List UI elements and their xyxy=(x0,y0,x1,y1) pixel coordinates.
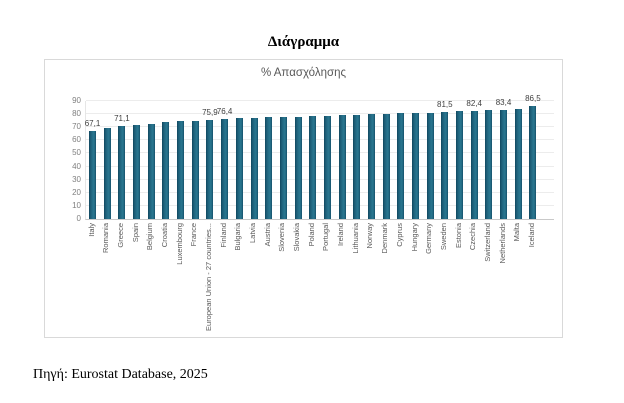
bar-italy xyxy=(89,131,96,219)
bar-lithuania xyxy=(353,114,361,219)
x-tick-label: Italy xyxy=(86,223,96,237)
x-tick-label: Greece xyxy=(115,223,125,248)
x-tick-label: Luxembourg xyxy=(174,223,184,265)
bar-finland xyxy=(221,118,229,219)
bar-denmark xyxy=(382,113,390,219)
x-tick-label: Bulgaria xyxy=(233,223,243,251)
x-tick-label: Norway xyxy=(365,223,375,249)
bar-estonia xyxy=(456,111,463,219)
x-tick-label: Sweden xyxy=(438,223,448,251)
bar-croatia xyxy=(162,122,170,219)
x-tick-label: Belgium xyxy=(145,223,155,251)
x-tick-label: Estonia xyxy=(453,223,463,249)
bar-hungary xyxy=(412,112,419,219)
x-tick-label: Spain xyxy=(130,223,140,243)
bar-iceland xyxy=(529,105,537,219)
bar-czechia xyxy=(470,111,478,219)
bar-belgium xyxy=(147,124,155,219)
gridline xyxy=(86,139,554,141)
x-tick-label: Ireland xyxy=(336,223,346,246)
x-tick-label: Germany xyxy=(424,223,434,254)
bar-bulgaria xyxy=(235,118,243,219)
bar-value-label: 76,4 xyxy=(216,106,233,116)
bar-slovakia xyxy=(294,116,302,219)
bar-slovenia xyxy=(279,116,287,219)
chart-container: % Απασχόλησης 0 10 20 30 40 50 60 70 80 90 67,1 71… xyxy=(44,59,563,338)
gridline xyxy=(86,113,554,115)
x-axis-labels: Italy Romania Greece Spain Belgium Croatia Lux… xyxy=(45,60,562,337)
bar-spain xyxy=(133,125,140,219)
bar-luxembourg xyxy=(177,121,185,219)
bar-portugal xyxy=(323,115,331,219)
plot-area: 67,1 71,1 75,9 76,4 81,5 82,4 83,4 86,5 xyxy=(85,94,554,220)
bar-greece xyxy=(118,125,126,219)
bar-germany xyxy=(426,112,434,219)
bar-value-label: 82,4 xyxy=(466,99,482,108)
y-tick-label: 50 xyxy=(72,148,81,158)
y-tick-label: 90 xyxy=(72,96,81,105)
x-tick-label: Romania xyxy=(101,223,111,254)
gridline xyxy=(86,152,554,154)
x-tick-label: Malta xyxy=(512,223,522,242)
gridline xyxy=(86,204,554,206)
x-tick-label: Switzerland xyxy=(482,223,492,262)
bar-value-label: 75,9 xyxy=(202,107,218,117)
gridline xyxy=(86,100,554,101)
bar-netherlands xyxy=(500,109,507,219)
bar-sweden xyxy=(441,112,449,219)
bar-norway xyxy=(367,114,375,219)
x-tick-label: Slovakia xyxy=(292,223,301,252)
bar-malta xyxy=(514,108,522,219)
bar-switzerland xyxy=(485,110,493,219)
y-tick-label: 60 xyxy=(72,135,81,145)
x-tick-label: Lithuania xyxy=(350,223,360,254)
bar-value-label: 86,5 xyxy=(525,93,541,103)
bar-austria xyxy=(265,117,273,219)
bar-romania xyxy=(103,127,111,219)
x-tick-label: Czechia xyxy=(468,223,478,251)
bar-value-label: 71,1 xyxy=(114,113,130,123)
bar-ireland xyxy=(338,114,346,219)
x-tick-label: Iceland xyxy=(526,223,536,248)
gridline xyxy=(86,126,554,128)
chart-subtitle: % Απασχόλησης xyxy=(260,67,347,79)
y-tick-label: 30 xyxy=(72,174,81,184)
y-tick-label: 10 xyxy=(72,200,81,210)
bar-value-label: 67,1 xyxy=(84,119,101,128)
x-tick-label: Portugal xyxy=(321,223,331,251)
gridline xyxy=(86,178,554,180)
y-tick-label: 70 xyxy=(72,122,81,132)
source-caption: Πηγή: Eurostat Database, 2025 xyxy=(33,367,208,382)
bar-poland xyxy=(309,116,317,219)
x-tick-label: France xyxy=(189,223,199,247)
bar-value-label: 81,5 xyxy=(437,100,453,110)
bar-european-union-27-countries xyxy=(206,119,214,219)
x-tick-label: European Union - 27 countries... xyxy=(203,223,213,331)
bar-latvia xyxy=(250,117,258,219)
x-tick-label: Denmark xyxy=(380,223,390,254)
y-tick-label: 20 xyxy=(72,187,81,197)
y-tick-label: 40 xyxy=(72,161,81,171)
x-tick-label: Cyprus xyxy=(394,223,404,247)
x-tick-label: Latvia xyxy=(248,223,257,244)
gridline xyxy=(86,191,554,193)
bar-value-label: 83,4 xyxy=(495,97,512,107)
x-tick-label: Netherlands xyxy=(497,223,507,264)
x-tick-label: Austria xyxy=(262,223,272,247)
y-tick-label: 0 xyxy=(76,214,81,223)
gridline xyxy=(86,165,554,167)
chart-title: Διάγραμμα xyxy=(267,34,340,50)
bar-france xyxy=(191,120,199,219)
x-tick-label: Finland xyxy=(218,223,228,248)
x-tick-label: Croatia xyxy=(159,223,169,248)
x-tick-label: Poland xyxy=(306,223,316,247)
bar-cyprus xyxy=(397,113,405,219)
x-tick-label: Slovenia xyxy=(277,223,287,252)
x-tick-label: Hungary xyxy=(409,223,419,252)
y-tick-label: 80 xyxy=(72,109,81,119)
